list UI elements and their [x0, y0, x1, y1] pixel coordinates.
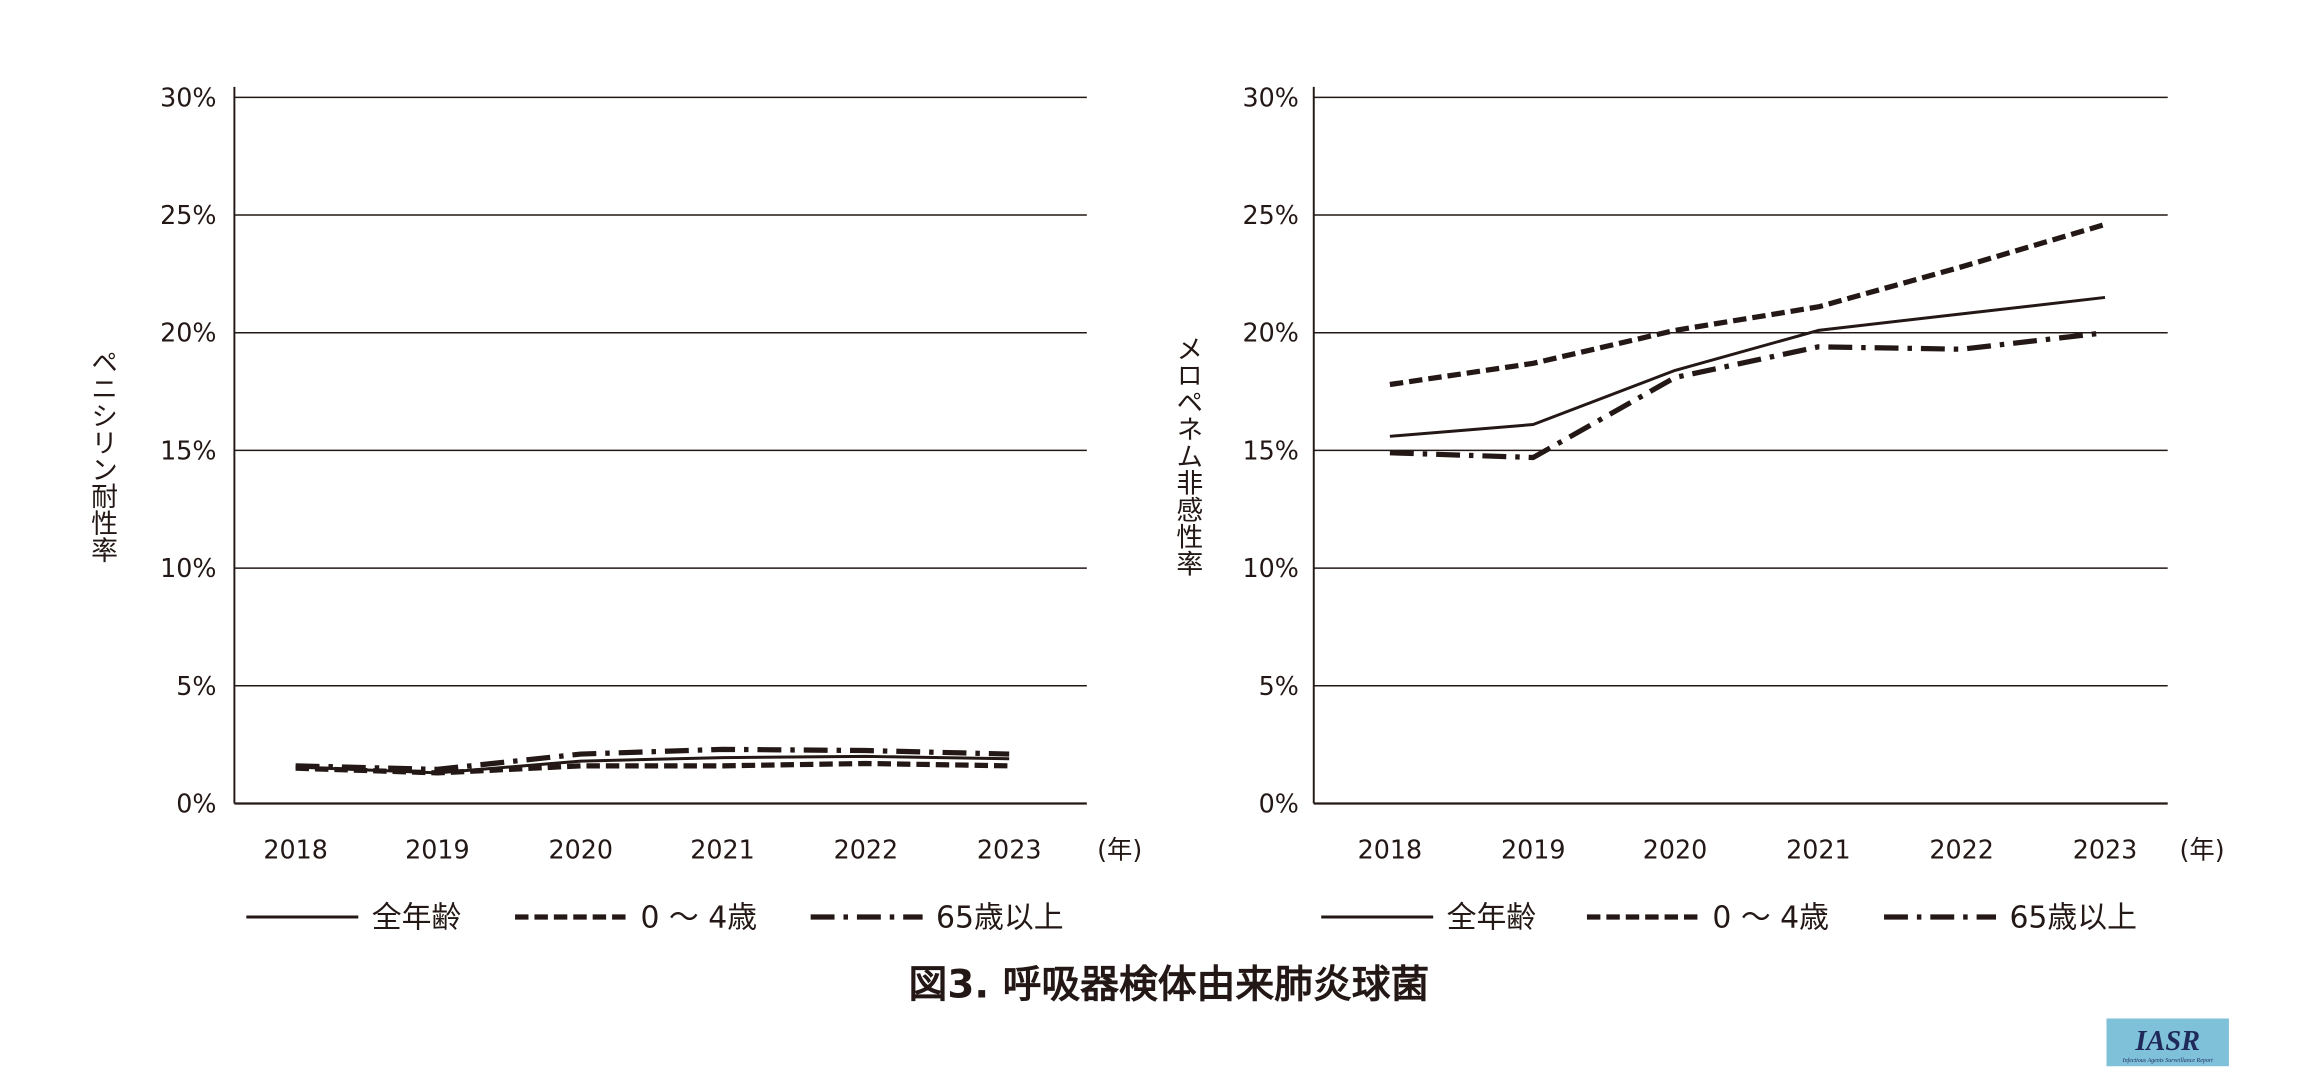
- x-tick-label: 2022: [1929, 835, 1994, 865]
- chart-penicillin-resistance: 0% 5% 10% 15% 20% 25% 30% 2018 2019 2020 2021 2022 2…: [86, 82, 1142, 935]
- series-line-dashed: [1389, 221, 2106, 388]
- y-tick-label: 5%: [176, 671, 216, 701]
- logo-sub: Infectious Agents Surveillance Report: [2122, 1057, 2214, 1064]
- y-tick-label: 20%: [1242, 318, 1298, 348]
- x-tick-label: 2021: [1786, 835, 1851, 865]
- x-tick-label: 2019: [1501, 835, 1566, 865]
- y-tick-label: 30%: [160, 82, 216, 112]
- y-axis-label: ペニシリン耐性率: [86, 348, 117, 563]
- y-tick-label: 20%: [160, 318, 216, 348]
- x-tick-label: 2020: [548, 835, 613, 865]
- y-tick-label: 30%: [1242, 82, 1298, 112]
- logo-main: IASR: [2134, 1026, 2200, 1057]
- legend-label: 0 ～ 4歳: [640, 900, 757, 935]
- chart-meropenem-nonsusceptibility: 0% 5% 10% 15% 20% 25% 30% 2018 2019 2020 2021 2022 2…: [1171, 82, 2224, 935]
- x-tick-label: 2022: [834, 835, 899, 865]
- legend-label: 0 ～ 4歳: [1712, 900, 1829, 935]
- y-tick-label: 25%: [1242, 200, 1298, 230]
- series-line-dashdot: [295, 746, 1010, 772]
- y-tick-label: 15%: [160, 435, 216, 465]
- figure-title: 図3. 呼吸器検体由来肺炎球菌: [909, 963, 1430, 1008]
- x-tick-label: 2021: [690, 835, 755, 865]
- legend-label: 65歳以上: [936, 900, 1064, 935]
- y-axis-label: メロペネム非感性率: [1171, 335, 1202, 577]
- x-tick-label: 2019: [405, 835, 470, 865]
- series-line-dashdot: [1389, 330, 2106, 461]
- x-tick-label: 2018: [1358, 835, 1423, 865]
- x-tick-label: 2023: [977, 835, 1042, 865]
- y-tick-label: 5%: [1259, 671, 1299, 701]
- y-tick-label: 0%: [1259, 788, 1299, 818]
- y-tick-label: 0%: [176, 788, 216, 818]
- x-tick-label: 2018: [263, 835, 328, 865]
- legend-label: 65歳以上: [2009, 900, 2137, 935]
- y-tick-label: 15%: [1242, 435, 1298, 465]
- x-tick-label: 2020: [1643, 835, 1708, 865]
- series-line-solid: [1389, 295, 2106, 438]
- x-axis-unit: (年): [2179, 835, 2224, 865]
- x-tick-label: 2023: [2073, 835, 2138, 865]
- y-tick-label: 10%: [1242, 553, 1298, 583]
- y-tick-label: 25%: [160, 200, 216, 230]
- legend-label: 全年齢: [1447, 900, 1537, 935]
- iasr-logo: IASR Infectious Agents Surveillance Repo…: [2106, 1018, 2229, 1067]
- series-line-dashed: [295, 760, 1010, 776]
- legend-label: 全年齢: [372, 900, 462, 935]
- y-tick-label: 10%: [160, 553, 216, 583]
- x-axis-unit: (年): [1097, 835, 1142, 865]
